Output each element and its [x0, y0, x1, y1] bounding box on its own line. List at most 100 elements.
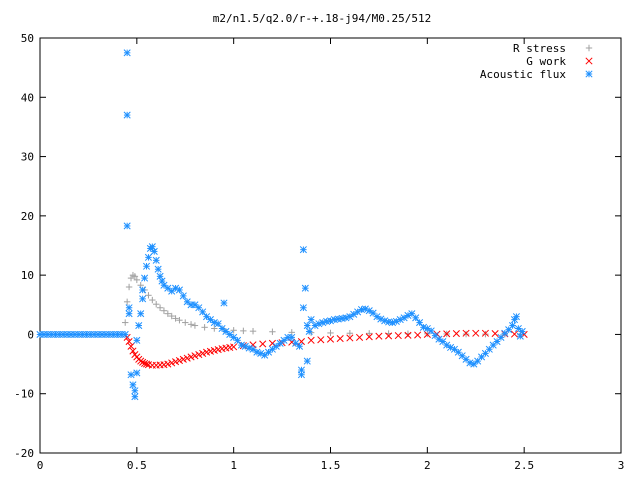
data-point: [366, 330, 373, 337]
data-point: [164, 284, 172, 292]
data-point: [514, 324, 522, 333]
data-point: [470, 360, 478, 368]
data-point: [122, 319, 129, 326]
data-point: [303, 321, 311, 330]
data-point: [381, 317, 389, 325]
data-point: [249, 327, 257, 335]
data-point: [142, 262, 151, 270]
data-point: [355, 333, 364, 341]
data-point: [319, 319, 327, 327]
data-point: [346, 334, 354, 342]
data-point: [139, 358, 147, 366]
data-point: [295, 342, 304, 350]
data-point: [230, 327, 237, 334]
data-point: [175, 286, 183, 294]
data-point: [394, 332, 402, 340]
data-point: [131, 393, 139, 401]
data-point: [125, 337, 133, 346]
data-point: [187, 353, 195, 361]
data-point: [199, 308, 207, 316]
data-point: [214, 320, 222, 328]
x-tick-label: 3: [618, 459, 625, 472]
data-point: [176, 317, 183, 324]
y-tick-label: 0: [27, 328, 34, 341]
legend-marker: [585, 44, 593, 52]
data-point: [346, 330, 354, 337]
data-point: [510, 330, 519, 338]
data-point: [133, 369, 141, 377]
data-point: [183, 298, 191, 306]
data-point: [317, 336, 325, 344]
data-point: [481, 329, 489, 337]
data-point: [450, 345, 459, 353]
data-point: [218, 324, 226, 333]
data-point: [326, 335, 335, 343]
data-point: [168, 359, 176, 367]
data-point: [123, 222, 131, 230]
data-point: [133, 336, 141, 344]
data-point: [338, 314, 346, 322]
data-point: [268, 345, 276, 353]
data-point: [518, 327, 526, 336]
data-point: [164, 360, 172, 368]
y-tick-label: 20: [21, 210, 34, 223]
data-point: [230, 343, 238, 351]
data-point: [172, 358, 180, 366]
data-point: [199, 349, 207, 357]
data-point: [129, 347, 137, 355]
series-layer: [36, 49, 528, 401]
data-point: [172, 315, 179, 322]
x-tick-label: 2: [424, 459, 431, 472]
data-point: [201, 324, 208, 331]
data-point: [160, 307, 168, 314]
data-point: [414, 331, 422, 339]
x-tick-label: 1: [230, 459, 237, 472]
data-point: [168, 287, 176, 295]
legend-label: Acoustic flux: [480, 68, 566, 81]
data-point: [462, 329, 470, 337]
x-tick-label: 2.5: [514, 459, 534, 472]
y-axis: -20 -10 0 10 20 30 40 50: [14, 32, 621, 460]
plot-frame: [39, 37, 622, 454]
data-point: [327, 329, 334, 337]
legend-label: R stress: [513, 42, 566, 55]
data-point: [164, 310, 172, 317]
data-point: [145, 292, 152, 299]
data-point: [182, 319, 189, 326]
data-point: [125, 310, 133, 318]
data-point: [137, 357, 145, 365]
data-point: [139, 286, 147, 294]
data-point: [334, 315, 342, 323]
data-point: [121, 330, 129, 338]
y-tick-label: 40: [21, 91, 34, 104]
data-point: [141, 274, 149, 282]
data-point: [336, 335, 344, 343]
data-point: [129, 381, 137, 389]
data-point: [233, 336, 242, 344]
data-point: [512, 313, 520, 321]
data-point: [137, 310, 145, 318]
data-point: [183, 354, 191, 362]
data-point: [269, 328, 276, 335]
data-point: [220, 299, 228, 307]
data-point: [303, 357, 311, 365]
data-point: [443, 330, 451, 338]
data-point: [175, 356, 183, 365]
data-point: [202, 313, 211, 321]
data-point: [153, 300, 160, 308]
data-point: [141, 359, 149, 368]
data-point: [240, 327, 247, 335]
data-point: [191, 352, 199, 360]
series-r-stress: [122, 271, 524, 338]
data-point: [123, 298, 131, 306]
legend-marker: [585, 57, 593, 65]
data-point: [131, 273, 139, 280]
data-point: [412, 314, 420, 322]
data-point: [280, 336, 288, 344]
data-point: [139, 295, 147, 303]
data-point: [127, 371, 135, 379]
data-point: [301, 284, 309, 292]
y-tick-label: -20: [14, 447, 34, 460]
data-point: [152, 256, 160, 264]
